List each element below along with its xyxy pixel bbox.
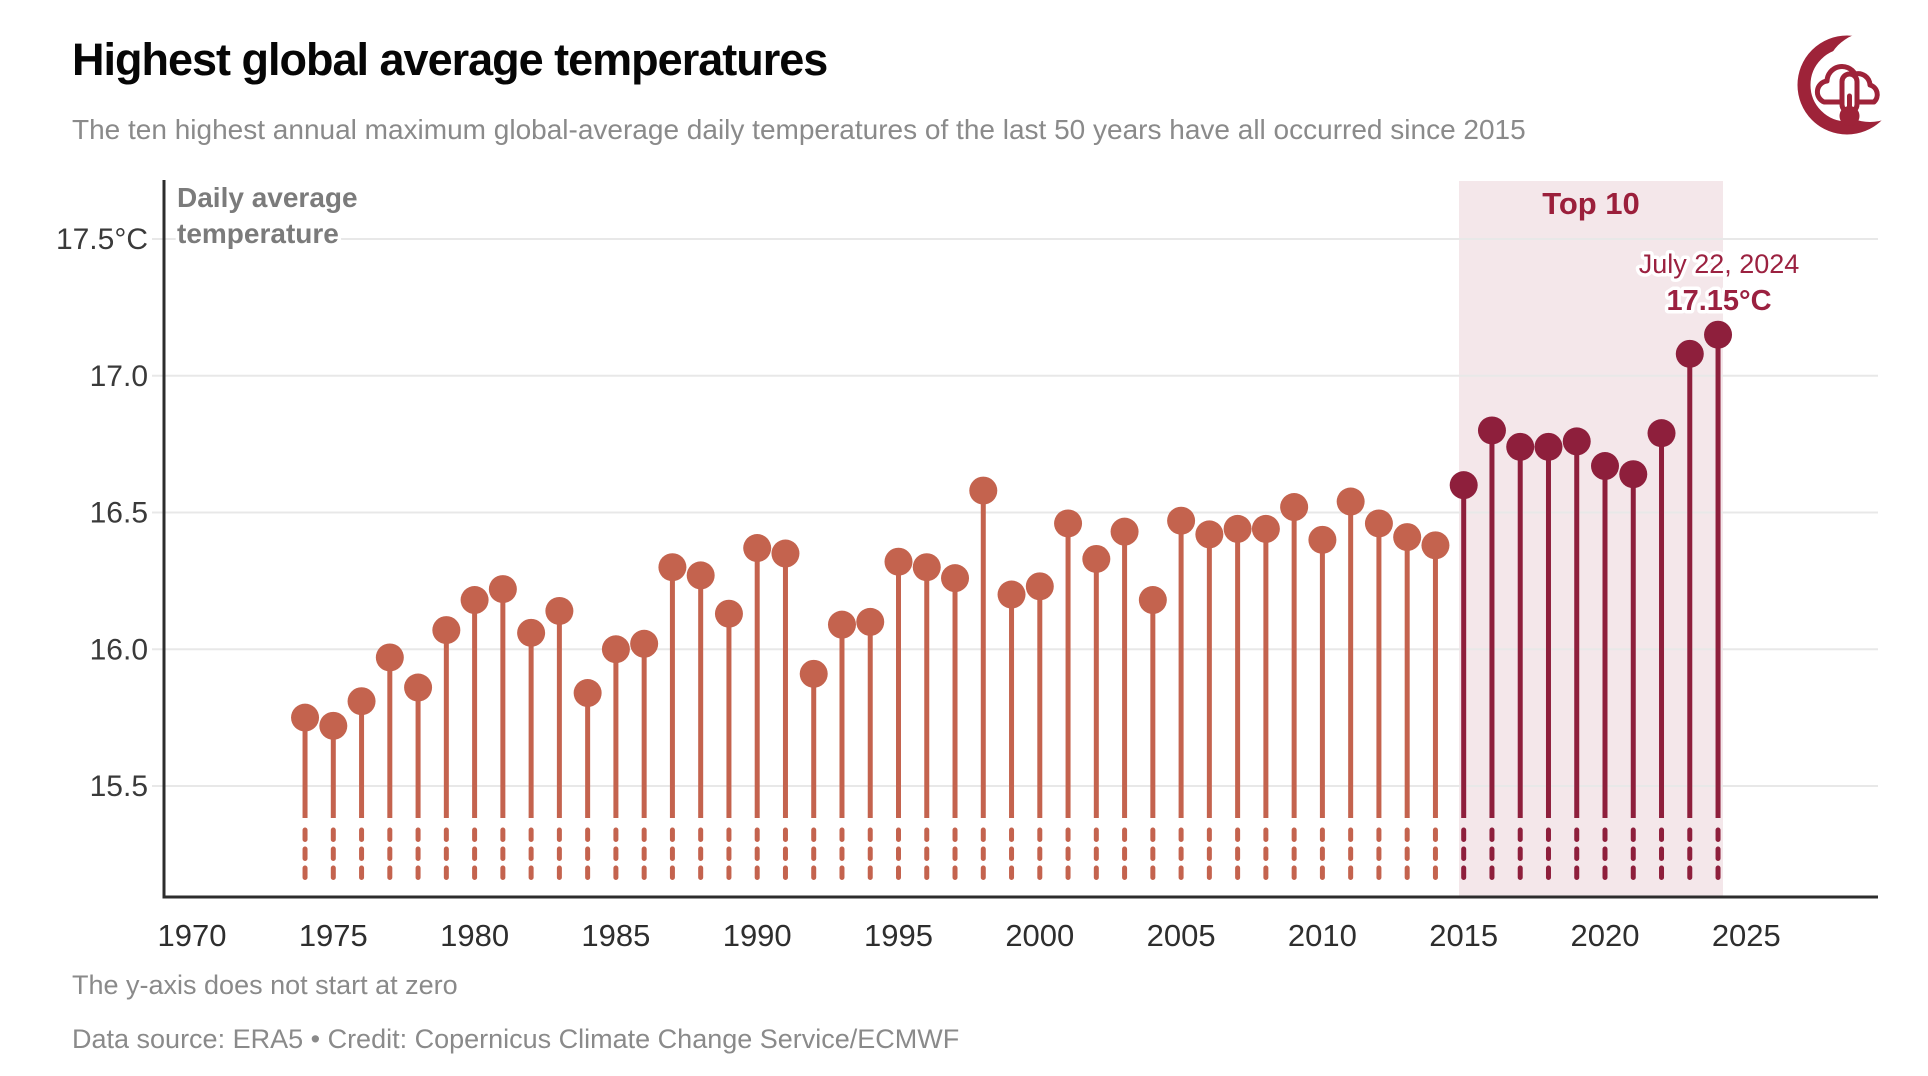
x-tick-label-2020: 2020 (1571, 918, 1640, 953)
x-tick-label-1985: 1985 (581, 918, 650, 953)
x-tick-label-1980: 1980 (440, 918, 509, 953)
stems-dashed-layer (302, 827, 1721, 881)
lollipop-dot-2012 (1364, 509, 1393, 538)
lollipop-dot-1994 (856, 607, 885, 636)
lollipop-dot-1996 (912, 553, 941, 582)
lollipop-dot-1981 (488, 575, 517, 604)
x-tick-labels: 1970 1975 1980 1985 1990 1995 2000 2005 2010 2015… (158, 918, 1781, 953)
lollipop-dot-2001 (1054, 509, 1083, 538)
gridlines (152, 238, 1878, 787)
lollipop-dot-2021 (1619, 460, 1648, 489)
credit: Data source: ERA5 • Credit: Copernicus C… (72, 1024, 960, 1054)
lollipop-dot-1983 (545, 596, 574, 625)
top10-label: Top 10 (1542, 186, 1640, 221)
lollipop-dot-2023 (1675, 339, 1704, 368)
lollipop-dot-2009 (1280, 493, 1309, 522)
cloud-thermometer-logo (1788, 26, 1915, 140)
lollipop-dot-2022 (1647, 419, 1676, 448)
lollipop-dot-2024 (1704, 320, 1733, 349)
y-tick-label-17.5: 17.5°C (56, 223, 148, 256)
lollipop-dot-2014 (1421, 531, 1450, 560)
lollipop-dot-1989 (714, 599, 743, 628)
x-tick-label-2000: 2000 (1005, 918, 1074, 953)
x-tick-label-2005: 2005 (1147, 918, 1216, 953)
lollipop-dot-1974 (291, 703, 320, 732)
lollipop-dot-1976 (347, 687, 376, 716)
x-tick-label-2015: 2015 (1429, 918, 1498, 953)
top10-band (1459, 181, 1723, 897)
page-subtitle: The ten highest annual maximum global-av… (72, 114, 1526, 145)
lollipop-dot-2017 (1506, 432, 1535, 461)
stems-solid-layer (302, 334, 1721, 818)
lollipop-dot-1988 (686, 561, 715, 590)
lollipop-dot-2000 (1025, 572, 1054, 601)
lollipop-dot-1979 (432, 616, 461, 645)
x-tick-label-2025: 2025 (1712, 918, 1781, 953)
x-tick-label-1995: 1995 (864, 918, 933, 953)
dots-layer (291, 320, 1733, 740)
lollipop-dot-1993 (827, 610, 856, 639)
y-tick-label-15.5: 15.5 (90, 770, 148, 803)
x-tick-label-1975: 1975 (299, 918, 368, 953)
lollipop-dot-1984 (573, 679, 602, 708)
lollipop-dot-1985 (601, 635, 630, 664)
lollipop-dot-1977 (375, 643, 404, 672)
y-tick-label-16: 16.0 (90, 633, 148, 666)
y-axis-title-line2: temperature (177, 218, 339, 249)
lollipop-dot-2020 (1591, 452, 1619, 481)
lollipop-dot-2016 (1477, 416, 1506, 445)
lollipop-dot-1986 (630, 629, 659, 658)
lollipop-dot-1982 (517, 618, 546, 647)
lollipop-dot-1978 (404, 673, 433, 702)
lollipop-dot-2019 (1562, 427, 1591, 456)
lollipop-dot-1990 (743, 534, 772, 563)
page-title: Highest global average temperatures (72, 34, 828, 85)
lollipop-dot-2018 (1534, 432, 1563, 461)
lollipop-dot-2013 (1393, 523, 1422, 552)
lollipop-dot-2008 (1251, 514, 1280, 543)
footnote: The y-axis does not start at zero (72, 970, 458, 1000)
lollipop-dot-2003 (1110, 517, 1139, 546)
lollipop-dot-2006 (1195, 520, 1224, 549)
lollipop-dot-2007 (1223, 514, 1252, 543)
lollipop-dot-1991 (771, 539, 800, 568)
annotation-temp: 17.15°C (1666, 285, 1771, 317)
y-tick-label-17: 17.0 (90, 360, 148, 393)
lollipop-dot-2011 (1336, 487, 1365, 516)
y-tick-label-16.5: 16.5 (90, 497, 148, 530)
lollipop-dot-1997 (941, 564, 970, 593)
lollipop-dot-1980 (460, 586, 489, 615)
lollipop-dot-1975 (319, 711, 348, 740)
lollipop-dot-2004 (1138, 586, 1167, 615)
lollipop-dot-1998 (969, 476, 998, 505)
y-axis-title-line1: Daily average (177, 182, 358, 213)
annotation-date: July 22, 2024 (1639, 249, 1800, 279)
x-tick-label-1990: 1990 (723, 918, 792, 953)
lollipop-dot-1992 (799, 659, 828, 688)
y-tick-labels: 17.5°C 17.0 16.5 16.0 15.5 (56, 223, 148, 803)
x-tick-label-1970: 1970 (158, 918, 227, 953)
lollipop-dot-2015 (1449, 471, 1478, 500)
x-tick-label-2010: 2010 (1288, 918, 1357, 953)
lollipop-dot-1987 (658, 553, 687, 582)
lollipop-dot-1995 (884, 547, 913, 576)
thermometer-icon (1839, 71, 1860, 126)
lollipop-dot-1999 (997, 580, 1026, 609)
axes (162, 180, 1878, 899)
lollipop-dot-2005 (1167, 506, 1196, 535)
lollipop-dot-2010 (1308, 525, 1337, 554)
lollipop-dot-2002 (1082, 544, 1111, 573)
